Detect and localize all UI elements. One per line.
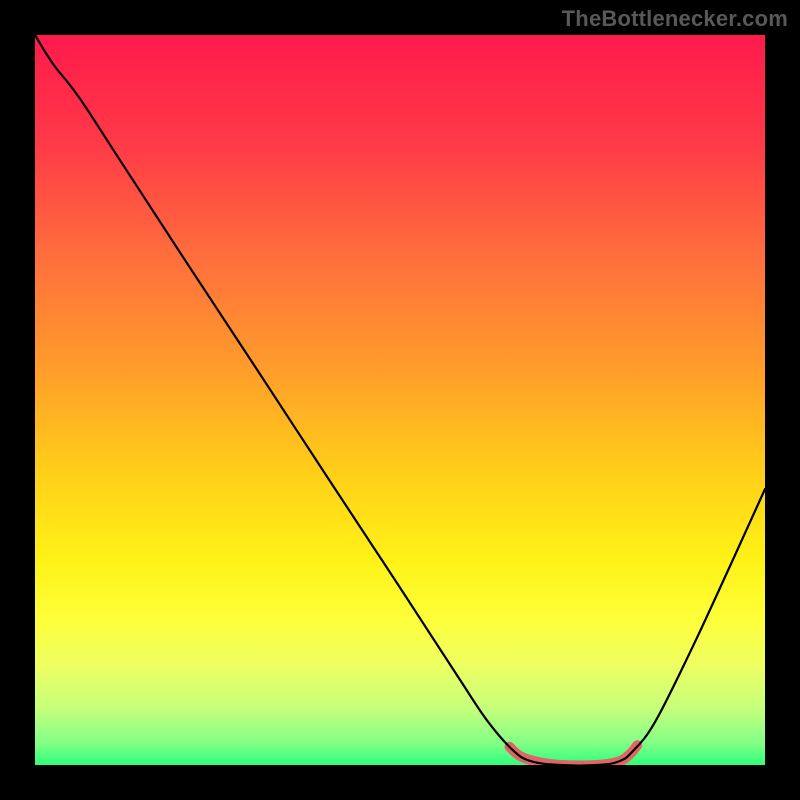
gradient-background (35, 35, 765, 765)
gradient-chart (35, 35, 765, 765)
chart-plot-area (35, 35, 765, 765)
watermark-text: TheBottlenecker.com (562, 6, 788, 32)
